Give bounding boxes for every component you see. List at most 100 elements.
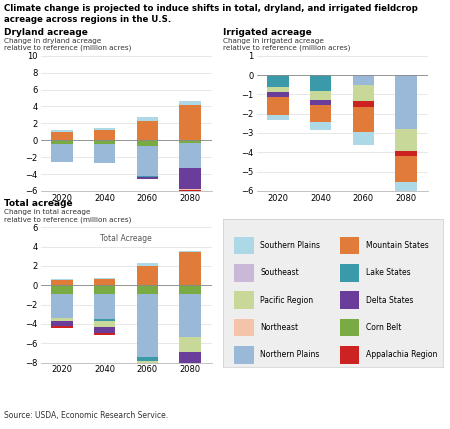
FancyBboxPatch shape — [234, 346, 254, 364]
Bar — [310, 122, 331, 130]
Text: Source: USDA, Economic Research Service.: Source: USDA, Economic Research Service. — [4, 411, 169, 420]
Bar — [310, 100, 331, 105]
Bar — [137, 146, 158, 176]
Bar — [180, 337, 201, 352]
Bar — [353, 132, 374, 145]
Bar — [51, 321, 72, 326]
Bar — [267, 93, 288, 97]
FancyBboxPatch shape — [340, 319, 360, 336]
Bar — [51, 279, 72, 280]
Text: Northeast: Northeast — [260, 323, 298, 332]
Bar — [353, 101, 374, 107]
Text: Change in total acreage
relative to reference (million acres): Change in total acreage relative to refe… — [4, 209, 132, 223]
Bar — [51, 144, 72, 162]
Bar — [137, 360, 158, 371]
Bar — [396, 129, 417, 151]
FancyBboxPatch shape — [234, 264, 254, 282]
Bar — [94, 144, 115, 163]
Text: Total Acreage: Total Acreage — [100, 234, 152, 243]
Bar — [353, 75, 374, 85]
Text: Pacific Region: Pacific Region — [260, 296, 313, 305]
Bar — [310, 91, 331, 100]
Bar — [137, 377, 158, 379]
Bar — [51, 326, 72, 328]
Text: Irrigated acreage: Irrigated acreage — [223, 28, 311, 37]
Bar — [94, 279, 115, 285]
Bar — [180, 376, 201, 377]
Bar — [94, 140, 115, 144]
Bar — [180, 251, 201, 285]
Text: Lake States: Lake States — [366, 268, 411, 277]
Bar — [51, 132, 72, 140]
Text: Change in dryland acreage
relative to reference (million acres): Change in dryland acreage relative to re… — [4, 38, 132, 51]
Bar — [267, 75, 288, 87]
Bar — [180, 100, 201, 105]
Bar — [137, 371, 158, 377]
Text: Corn Belt: Corn Belt — [366, 323, 401, 332]
Bar — [94, 130, 115, 140]
Bar — [94, 327, 115, 332]
Bar — [180, 189, 201, 190]
Bar — [94, 320, 115, 327]
Bar — [310, 105, 331, 122]
Bar — [51, 285, 72, 294]
Bar — [180, 168, 201, 189]
Bar — [180, 190, 201, 191]
Text: Southern Plains: Southern Plains — [260, 241, 320, 250]
Bar — [51, 280, 72, 285]
Bar — [137, 117, 158, 121]
Bar — [353, 85, 374, 101]
Bar — [396, 182, 417, 193]
Text: Total acreage: Total acreage — [4, 199, 73, 208]
Bar — [94, 332, 115, 335]
Text: Change in irrigated acreage
relative to reference (million acres): Change in irrigated acreage relative to … — [223, 38, 350, 51]
Bar — [94, 294, 115, 319]
Bar — [137, 263, 158, 266]
FancyBboxPatch shape — [234, 319, 254, 336]
Bar — [94, 285, 115, 294]
Bar — [180, 352, 201, 376]
FancyBboxPatch shape — [340, 264, 360, 282]
Text: Appalachia Region: Appalachia Region — [366, 350, 437, 360]
Text: Dryland acreage: Dryland acreage — [4, 28, 88, 37]
Bar — [137, 176, 158, 177]
Bar — [51, 318, 72, 321]
Bar — [267, 115, 288, 121]
FancyBboxPatch shape — [340, 346, 360, 364]
FancyBboxPatch shape — [340, 236, 360, 254]
Bar — [267, 87, 288, 92]
Text: Delta States: Delta States — [366, 296, 414, 305]
Bar — [137, 357, 158, 360]
Bar — [396, 156, 417, 182]
Bar — [396, 75, 417, 129]
Bar — [180, 105, 201, 140]
Bar — [137, 140, 158, 146]
Text: Southeast: Southeast — [260, 268, 299, 277]
Bar — [180, 285, 201, 294]
Bar — [94, 278, 115, 279]
Bar — [180, 143, 201, 168]
Bar — [94, 127, 115, 130]
Bar — [180, 377, 201, 381]
Bar — [137, 285, 158, 294]
Text: Mountain States: Mountain States — [366, 241, 429, 250]
FancyBboxPatch shape — [234, 236, 254, 254]
Bar — [180, 294, 201, 338]
Text: Northern Plains: Northern Plains — [260, 350, 320, 360]
Bar — [267, 97, 288, 115]
Bar — [94, 319, 115, 320]
Bar — [137, 121, 158, 140]
Bar — [137, 177, 158, 179]
FancyBboxPatch shape — [340, 291, 360, 309]
Bar — [137, 294, 158, 357]
Bar — [353, 107, 374, 132]
Bar — [51, 294, 72, 318]
Bar — [180, 140, 201, 143]
FancyBboxPatch shape — [234, 291, 254, 309]
Text: Climate change is projected to induce shifts in total, dryland, and irrigated fi: Climate change is projected to induce sh… — [4, 4, 418, 24]
Bar — [310, 75, 331, 91]
Bar — [137, 266, 158, 285]
Bar — [51, 140, 72, 144]
Bar — [51, 130, 72, 132]
Bar — [396, 151, 417, 156]
